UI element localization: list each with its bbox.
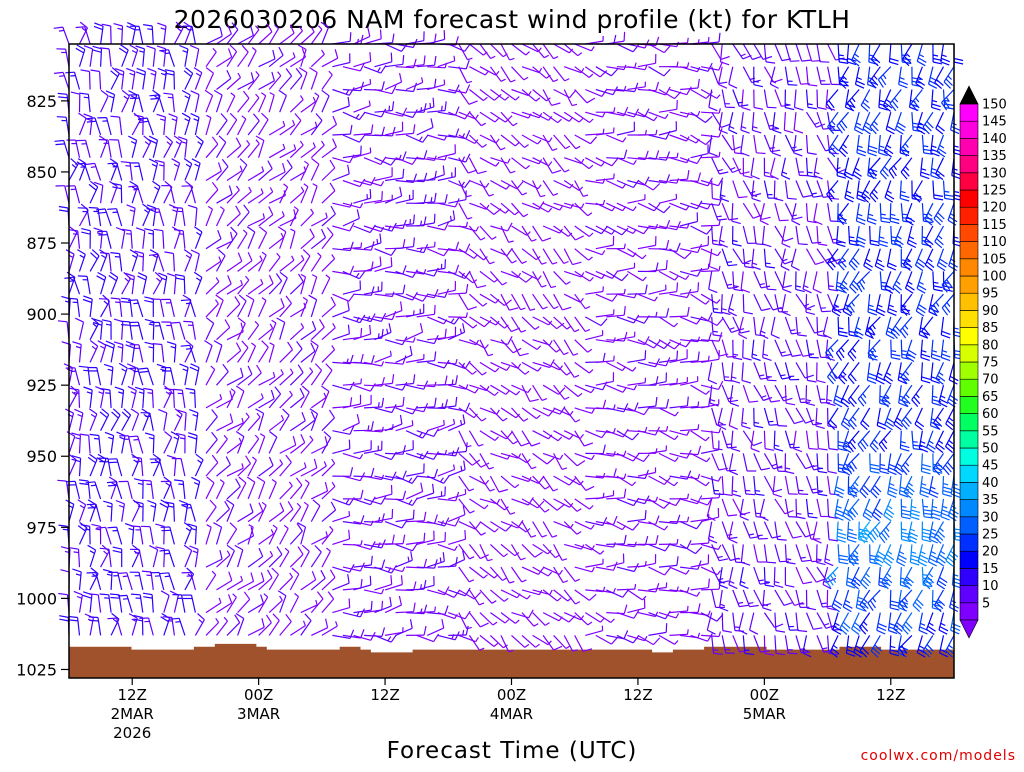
colorbar-tick-label: 10 [982,579,999,594]
colorbar-swatch [960,568,978,585]
colorbar-swatch [960,431,978,448]
y-tick-label: 1025 [16,660,57,679]
x-tick-label: 00Z [750,686,779,704]
colorbar-tick-label: 120 [982,201,1007,216]
colorbar-tick-label: 145 [982,115,1007,130]
colorbar-tick-label: 65 [982,390,999,405]
x-tick-label: 00Z [244,686,273,704]
colorbar-swatch [960,173,978,190]
colorbar-swatch [960,345,978,362]
colorbar-swatch [960,448,978,465]
colorbar-swatch [960,276,978,293]
credit-text: coolwx.com/models [861,748,1016,764]
colorbar-swatch [960,534,978,551]
x-tick-label: 3MAR [237,705,280,723]
y-tick-label: 975 [26,518,57,537]
colorbar-tick-label: 25 [982,528,999,543]
colorbar-tick-label: 130 [982,166,1007,181]
colorbar-tick-label: 35 [982,493,999,508]
colorbar-tick-label: 5 [982,596,990,611]
colorbar-swatch [960,482,978,499]
colorbar-tick-label: 150 [982,98,1007,113]
x-tick-label: 5MAR [743,705,786,723]
colorbar-tick-label: 70 [982,373,999,388]
x-tick-label: 2MAR [111,705,154,723]
chart-title: 2026030206 NAM forecast wind profile (kt… [174,5,851,34]
colorbar-tick-label: 20 [982,545,999,560]
colorbar-swatch [960,293,978,310]
colorbar-tick-label: 30 [982,510,999,525]
y-tick-label: 825 [26,92,57,111]
colorbar-tick-label: 80 [982,338,999,353]
colorbar-tick-label: 85 [982,321,999,336]
colorbar-swatch [960,517,978,534]
colorbar-swatch [960,156,978,173]
colorbar-tick-label: 45 [982,459,999,474]
colorbar-tick-label: 50 [982,442,999,457]
colorbar-tick-label: 15 [982,562,999,577]
colorbar-swatch [960,379,978,396]
x-axis-label: Forecast Time (UTC) [387,738,638,764]
colorbar-swatch [960,242,978,259]
colorbar-swatch [960,328,978,345]
colorbar-swatch [960,586,978,603]
colorbar-tick-label: 40 [982,476,999,491]
colorbar-tick-label: 95 [982,287,999,302]
colorbar-swatch [960,190,978,207]
y-tick-label: 925 [26,376,57,395]
colorbar-tick-label: 100 [982,270,1007,285]
x-tick-label: 00Z [497,686,526,704]
x-tick-label: 12Z [623,686,652,704]
colorbar-tick-label: 75 [982,356,999,371]
colorbar-tick-label: 140 [982,132,1007,147]
colorbar-tick-label: 110 [982,235,1007,250]
colorbar-tick-label: 60 [982,407,999,422]
colorbar-tick-label: 105 [982,252,1007,267]
colorbar-tick-label: 115 [982,218,1007,233]
x-tick-label: 12Z [876,686,905,704]
y-tick-label: 900 [26,305,57,324]
colorbar-swatch [960,396,978,413]
colorbar-swatch [960,362,978,379]
colorbar-swatch [960,224,978,241]
colorbar-swatch [960,138,978,155]
x-tick-label: 2026 [113,724,151,742]
colorbar-tick-label: 125 [982,184,1007,199]
x-tick-label: 4MAR [490,705,533,723]
colorbar-swatch [960,603,978,620]
colorbar-swatch [960,310,978,327]
colorbar-tick-label: 135 [982,149,1007,164]
y-tick-label: 850 [26,163,57,182]
colorbar-swatch [960,104,978,121]
colorbar-swatch [960,259,978,276]
colorbar-swatch [960,465,978,482]
colorbar-swatch [960,551,978,568]
x-tick-label: 12Z [118,686,147,704]
y-tick-label: 950 [26,447,57,466]
y-tick-label: 1000 [16,589,57,608]
colorbar-swatch [960,121,978,138]
colorbar-tick-label: 90 [982,304,999,319]
colorbar-tick-label: 55 [982,424,999,439]
colorbar-swatch [960,207,978,224]
y-tick-label: 875 [26,234,57,253]
x-tick-label: 12Z [370,686,399,704]
colorbar-swatch [960,414,978,431]
colorbar-swatch [960,500,978,517]
